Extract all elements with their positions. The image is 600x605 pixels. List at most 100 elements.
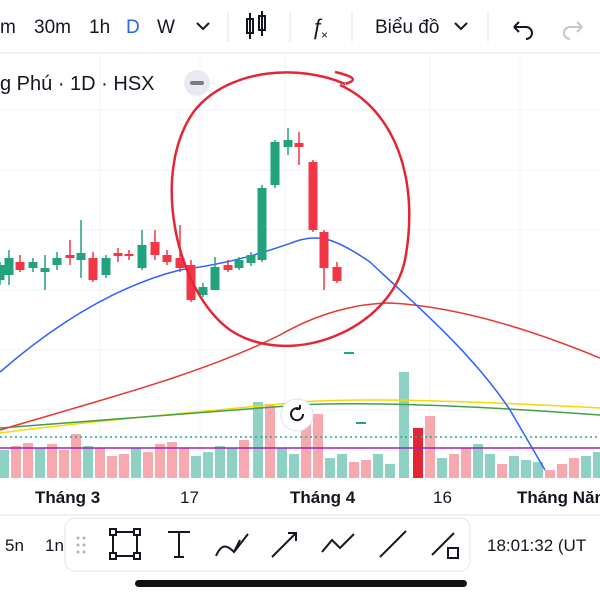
path-tool[interactable]: [321, 533, 355, 553]
volume-bar: [337, 454, 347, 478]
candle-body: [137, 245, 147, 268]
volume-bar: [399, 372, 409, 478]
candle-body: [76, 253, 86, 260]
candle-body: [210, 267, 220, 290]
volume-bar: [277, 448, 287, 478]
volume-bar: [167, 442, 177, 478]
chart-type[interactable]: Biểu đồ: [375, 17, 439, 38]
volume-bar: [569, 458, 579, 478]
interval[interactable]: m: [0, 17, 16, 38]
home-indicator: [135, 580, 467, 587]
candle-body: [40, 268, 50, 272]
volume-bar: [203, 452, 213, 478]
candle-body: [175, 258, 185, 268]
x-label: Tháng Năm: [517, 488, 600, 507]
candle-body: [150, 242, 160, 255]
candle-body: [198, 287, 208, 295]
interval[interactable]: 30m: [34, 17, 71, 38]
candle-body: [283, 140, 293, 147]
volume-bar: [215, 446, 225, 478]
candle-icon[interactable]: [246, 11, 266, 39]
x-label: Tháng 3: [35, 488, 100, 507]
reset-icon: [290, 405, 305, 422]
ma-red: [0, 302, 600, 431]
candle-body: [270, 142, 280, 185]
volume-bar: [373, 454, 383, 478]
volume-bar: [95, 448, 105, 478]
volume-bar: [131, 448, 141, 478]
volume-bar: [155, 444, 165, 478]
candle-body: [0, 265, 5, 280]
volume-bar: [385, 464, 395, 478]
volume-bar: [179, 448, 189, 478]
undo[interactable]: [513, 21, 533, 40]
range[interactable]: 1n: [45, 536, 64, 555]
top-toolbar: m 30m 1h D W ƒ × Biểu đồ: [0, 11, 583, 42]
drag-handle[interactable]: [76, 536, 86, 554]
volume-bar: [497, 464, 507, 478]
volume-bar: [461, 448, 471, 478]
volume-bar: [239, 440, 249, 478]
rect-tool[interactable]: [109, 528, 141, 560]
volume-bar: [289, 454, 299, 478]
hand-drawn-circle: [170, 70, 411, 348]
volume-bar: [35, 448, 45, 478]
reset-button[interactable]: [280, 398, 314, 432]
candle-body: [186, 265, 196, 300]
arrow-tool[interactable]: [271, 532, 297, 558]
volume-bar: [59, 450, 69, 478]
candle-body: [124, 254, 134, 256]
range[interactable]: 5n: [5, 536, 24, 555]
drawing-tools: [109, 528, 459, 560]
volume-bar: [361, 460, 371, 478]
volume-bar: [449, 454, 459, 478]
candle-body: [234, 260, 244, 268]
candles: [0, 128, 342, 302]
line-tool[interactable]: [379, 530, 407, 558]
volume-bar: [143, 452, 153, 478]
ray-tool[interactable]: [431, 532, 459, 559]
volume: [0, 372, 600, 478]
x-label: 16: [433, 488, 452, 507]
volume-bar: [509, 456, 519, 478]
candle-body: [28, 262, 38, 268]
volume-bar: [191, 456, 201, 478]
redo[interactable]: [563, 21, 583, 40]
candle-body: [113, 253, 123, 256]
chevron[interactable]: [196, 22, 210, 31]
volume-bar: [71, 434, 81, 478]
indicator-icon[interactable]: ƒ: [311, 14, 323, 39]
volume-bar: [473, 444, 483, 478]
candle-body: [257, 188, 267, 260]
candle-body: [65, 255, 75, 258]
interval[interactable]: W: [157, 17, 175, 38]
chevron[interactable]: [454, 22, 468, 31]
candle-body: [308, 162, 318, 230]
interval[interactable]: 1h: [89, 17, 110, 38]
indicator-icon[interactable]: ×: [321, 28, 328, 42]
volume-bar: [47, 444, 57, 478]
symbol-title: g Phú · 1D · HSX: [0, 73, 155, 95]
volume-bar: [227, 448, 237, 478]
interval-active[interactable]: D: [126, 17, 140, 38]
candle-body: [4, 258, 14, 275]
candle-body: [319, 232, 329, 268]
volume-bar: [23, 443, 33, 478]
volume-bar: [349, 462, 359, 478]
grid: [0, 55, 600, 478]
volume-bar: [253, 402, 263, 478]
text-tool[interactable]: [168, 531, 190, 558]
candle-body: [101, 258, 111, 275]
brush-tool[interactable]: [215, 533, 249, 557]
volume-bar: [325, 458, 335, 478]
candle-body: [52, 258, 62, 265]
x-label: Tháng 4: [290, 488, 356, 507]
volume-bar: [119, 454, 129, 478]
volume-bar: [83, 446, 93, 478]
moving-averages: [0, 237, 600, 471]
volume-bar: [301, 416, 311, 478]
volume-bar: [557, 464, 567, 478]
volume-bar: [521, 460, 531, 478]
